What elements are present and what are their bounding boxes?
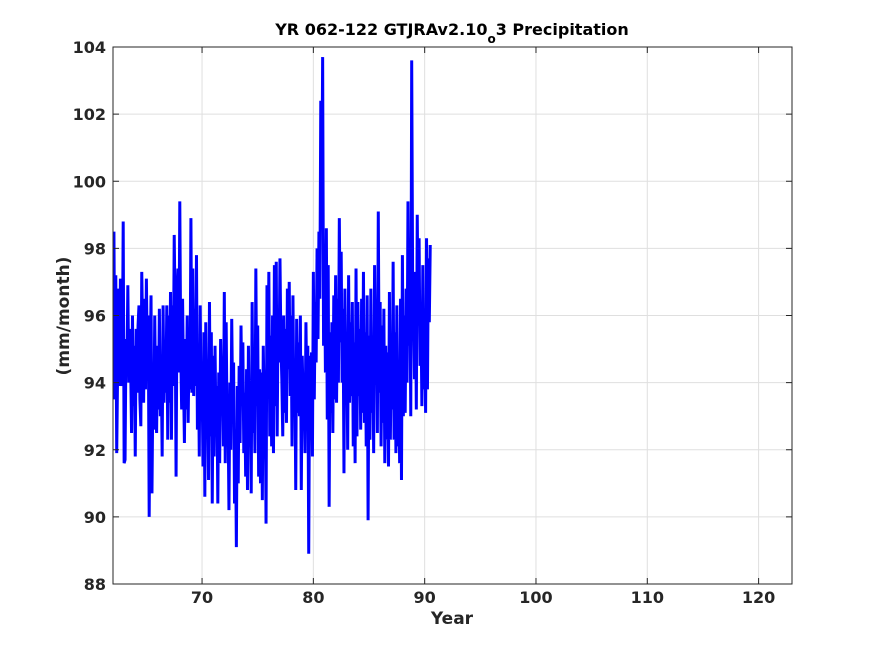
ticks: [113, 46, 792, 585]
tick-labels: 70 80 90 100 110 120 88 90 92 94 96 98 100 102 104: [73, 38, 776, 607]
series-layer: [113, 57, 432, 554]
x-tick-label-80: 80: [302, 588, 324, 607]
y-tick-label-104: 104: [73, 38, 106, 57]
y-tick-label-90: 90: [84, 508, 106, 527]
chart-title-main: YR 062-122 GTJRAv2.10: [274, 20, 487, 39]
chart-title: YR 062-122 GTJRAv2.10o3 Precipitation: [274, 20, 629, 46]
y-tick-label-92: 92: [84, 441, 106, 460]
x-tick-label-90: 90: [414, 588, 436, 607]
y-tick-label-96: 96: [84, 307, 106, 326]
chart-title-tail: 3 Precipitation: [496, 20, 629, 39]
precipitation-series-line-0: [113, 57, 432, 554]
y-tick-label-100: 100: [73, 172, 106, 191]
x-tick-label-110: 110: [631, 588, 664, 607]
y-axis-label: (mm/month): [54, 257, 74, 376]
y-tick-label-94: 94: [84, 374, 106, 393]
x-tick-label-70: 70: [191, 588, 213, 607]
x-axis-label: Year: [430, 609, 474, 629]
y-tick-label-88: 88: [84, 575, 106, 594]
x-tick-label-100: 100: [519, 588, 552, 607]
y-tick-label-102: 102: [73, 105, 106, 124]
chart-title-subscript: o: [487, 32, 495, 46]
y-tick-label-98: 98: [84, 239, 106, 258]
x-tick-label-120: 120: [742, 588, 775, 607]
